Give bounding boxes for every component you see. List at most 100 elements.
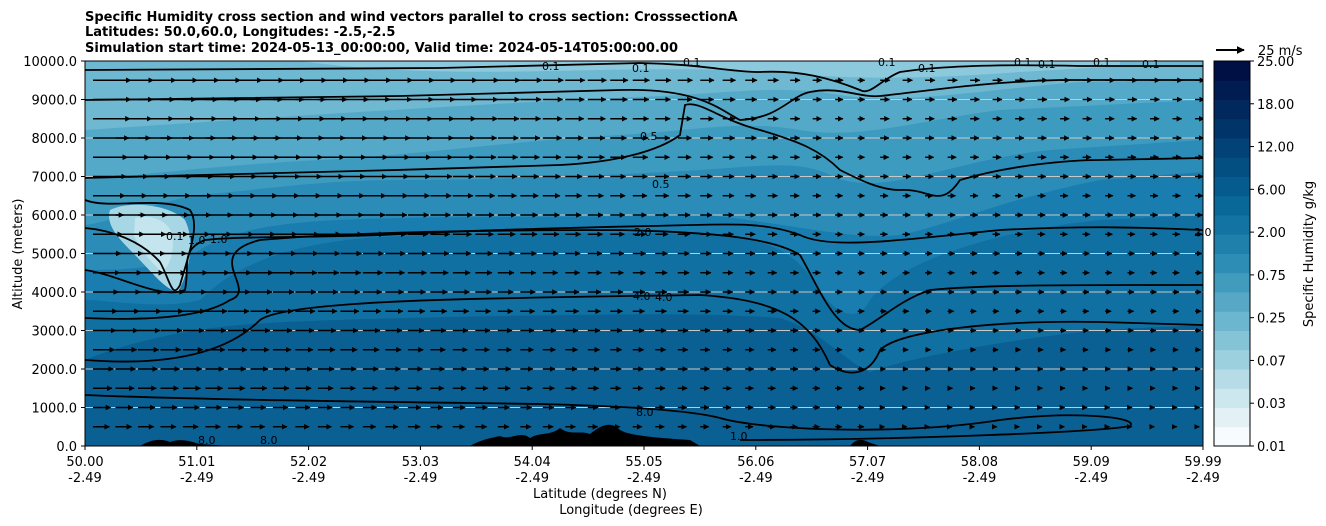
- colorbar-tick-label: 0.01: [1257, 440, 1286, 455]
- contour-label: 0.1: [166, 230, 184, 243]
- contour-label: 0.1: [683, 56, 701, 69]
- colorbar-segment: [1214, 215, 1250, 235]
- contour-label: 1.0: [188, 234, 206, 247]
- colorbar-tick-label: 12.00: [1257, 141, 1294, 156]
- contour-label: 0.1: [542, 60, 560, 73]
- colorbar-segment: [1214, 426, 1250, 447]
- contour-label: 8.0: [260, 434, 278, 447]
- contour-05b: [85, 103, 1203, 197]
- y-tick-label: 2000.0: [32, 363, 78, 378]
- colorbar-tick-label: 0.07: [1257, 354, 1286, 369]
- plot-area: 0.1 0.1 0.1 0.1 0.1 0.1 0.1 0.1 0.1 0.5 …: [84, 56, 1212, 447]
- x-tick-label-lon: -2.49: [627, 471, 661, 486]
- colorbar-segment: [1214, 349, 1250, 370]
- colorbar-segment: [1214, 253, 1250, 274]
- terrain: [85, 424, 1203, 446]
- contour-label: 4.0: [633, 290, 651, 303]
- wind-vectors: [93, 77, 1203, 430]
- y-tick-label: 6000.0: [32, 209, 78, 224]
- colorbar-tick-label: 0.03: [1257, 397, 1286, 412]
- contour-label: 0.1: [1038, 58, 1056, 71]
- colorbar-segment: [1214, 138, 1250, 158]
- x-tick-label-lon: -2.49: [1074, 471, 1108, 486]
- colorbar-segment: [1214, 292, 1250, 312]
- contour-label: 2.0: [634, 226, 652, 239]
- colorbar-frame: [1213, 60, 1251, 447]
- x-tick-label-lon: -2.49: [180, 471, 214, 486]
- x-tick-label-lat: 52.02: [290, 455, 327, 470]
- colorbar-segment: [1214, 80, 1250, 100]
- contour-4: [85, 294, 1203, 374]
- y-axis-label: Altitude (meters): [11, 199, 26, 310]
- colorbar-segment: [1214, 311, 1250, 331]
- chart-title-line-3: Simulation start time: 2024-05-13_00:00:…: [85, 41, 678, 56]
- colorbar-segment: [1214, 195, 1250, 216]
- contour-8: [85, 394, 1132, 441]
- colorbar-segment: [1214, 61, 1250, 81]
- contour-label: 0.1: [1142, 58, 1160, 71]
- x-tick-label-lat: 59.99: [1184, 455, 1221, 470]
- humidity-band-7: [85, 61, 1203, 130]
- contour-01b: [85, 62, 1203, 93]
- x-tick-label-lon: -2.49: [404, 471, 438, 486]
- x-tick-label-lat: 59.09: [1073, 455, 1110, 470]
- x-axis: 50.00-2.4951.01-2.4952.02-2.4953.03-2.49…: [66, 446, 1222, 486]
- colorbar-segment: [1214, 388, 1250, 408]
- contour-label: 1.0: [730, 430, 748, 443]
- colorbar-tick-label: 25.00: [1257, 55, 1294, 70]
- x-tick-label-lat: 53.03: [402, 455, 439, 470]
- x-tick-label-lat: 58.08: [961, 455, 998, 470]
- contour-label: 0.5: [640, 130, 658, 143]
- x-tick-label-lat: 54.04: [514, 455, 551, 470]
- colorbar-tick-label: 2.00: [1257, 226, 1286, 241]
- colorbar-segment: [1214, 234, 1250, 254]
- colorbar-segment: [1214, 407, 1250, 428]
- x-tick-label-lat: 51.01: [178, 455, 215, 470]
- x-tick-label-lon: -2.49: [739, 471, 773, 486]
- x-tick-label-lat: 55.05: [625, 455, 662, 470]
- y-tick-label: 9000.0: [32, 94, 78, 109]
- contour-label: 0.1: [1014, 56, 1032, 69]
- colorbar-segment: [1214, 330, 1250, 351]
- contour-05: [85, 199, 196, 292]
- contour-01: [85, 79, 1203, 121]
- x-tick-label-lon: -2.49: [851, 471, 885, 486]
- y-tick-label: 0.0: [56, 440, 77, 455]
- y-tick-label: 8000.0: [32, 132, 78, 147]
- wind-reference-label: 25 m/s: [1258, 44, 1303, 59]
- x-tick-label-lat: 57.07: [849, 455, 886, 470]
- humidity-dry-core: [134, 216, 173, 272]
- chart-title-line-2: Latitudes: 50.0,60.0, Longitudes: -2.5,-…: [85, 25, 395, 40]
- colorbar-segment: [1214, 176, 1250, 197]
- y-tick-label: 1000.0: [32, 402, 78, 417]
- x-tick-label-lon: -2.49: [515, 471, 549, 486]
- x-tick-label-lon: -2.49: [963, 471, 997, 486]
- x-axis-label-latitude: Latitude (degrees N): [533, 487, 667, 502]
- y-tick-label: 4000.0: [32, 286, 78, 301]
- contour-label: 4.0: [655, 291, 673, 304]
- contour-label: 0.1: [918, 62, 936, 75]
- contour-label-group: 0.1 0.1 0.1 0.1 0.1 0.1 0.1 0.1 0.1 0.5 …: [166, 56, 1212, 447]
- contour-label: 0.1: [878, 56, 896, 69]
- colorbar-segment: [1214, 99, 1250, 120]
- colorbar-segment: [1214, 369, 1250, 389]
- y-tick-label: 7000.0: [32, 171, 78, 186]
- y-tick-label: 10000.0: [23, 55, 77, 70]
- colorbar-tick-label: 6.00: [1257, 183, 1286, 198]
- humidity-band-8: [300, 61, 1120, 78]
- x-tick-label-lon: -2.49: [292, 471, 326, 486]
- colorbar-tick-label: 18.00: [1257, 98, 1294, 113]
- x-tick-label-lon: -2.49: [68, 471, 102, 486]
- x-axis-label-longitude: Longitude (degrees E): [559, 503, 703, 518]
- wind-reference: 25 m/s: [1216, 44, 1303, 59]
- colorbar-segment: [1214, 157, 1250, 177]
- colorbar-tick-label: 0.25: [1257, 312, 1286, 327]
- chart-title-line-1: Specific Humidity cross section and wind…: [85, 10, 738, 25]
- contour-label: 8.0: [636, 406, 654, 419]
- x-tick-label-lon: -2.49: [1186, 471, 1220, 486]
- contour-label: 1.0: [210, 233, 228, 246]
- y-tick-label: 3000.0: [32, 325, 78, 340]
- contour-label: 8.0: [198, 434, 216, 447]
- y-tick-label: 5000.0: [32, 248, 78, 263]
